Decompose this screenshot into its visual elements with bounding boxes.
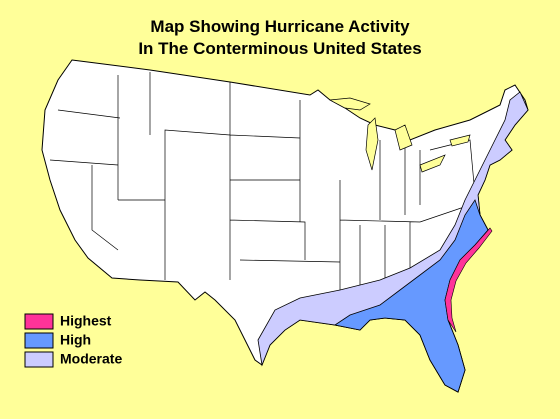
legend-label: Highest [60,313,112,329]
great-lakes [328,97,471,173]
legend: Highest High Moderate [24,313,122,368]
zone-highest [444,227,493,333]
title-line: In The Conterminous United States [138,39,421,58]
state-lines [49,72,476,320]
legend-label: High [60,332,91,348]
title-line: Map Showing Hurricane Activity [150,17,410,36]
legend-swatch [24,332,54,349]
legend-swatch [24,313,54,330]
legend-swatch [24,351,54,368]
legend-label: Moderate [60,351,122,367]
